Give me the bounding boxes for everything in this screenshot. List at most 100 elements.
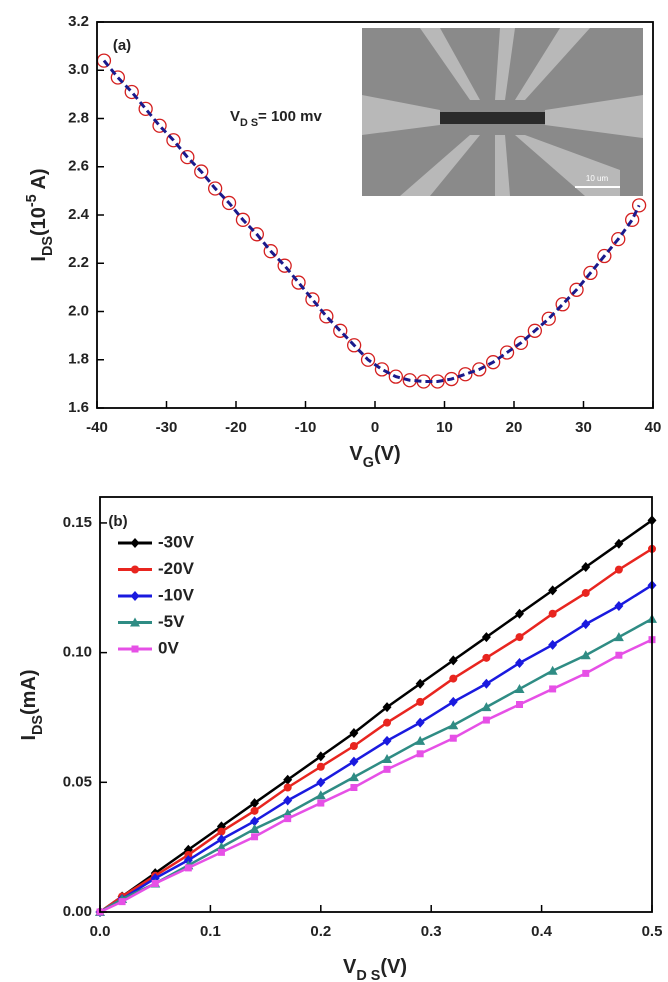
x-tick-label: 30: [575, 419, 592, 436]
x-axis-label-part: (V): [380, 956, 407, 978]
panel-label: (a): [113, 37, 131, 54]
legend-label: -30V: [158, 532, 195, 551]
point: [472, 362, 487, 377]
point: [152, 118, 167, 133]
y-axis-label: IDS(10-5 A): [24, 168, 56, 261]
y-tick-label: 2.4: [68, 206, 90, 223]
point: [581, 619, 591, 630]
point: [582, 669, 590, 677]
y-tick-label: 2.0: [68, 302, 89, 319]
point: [184, 850, 193, 859]
point: [251, 833, 259, 841]
plot-frame: [96, 21, 654, 409]
x-axis-label-part: (V): [374, 443, 401, 465]
point: [449, 674, 458, 683]
point: [184, 864, 192, 872]
point: [180, 149, 195, 165]
legend-label: -20V: [158, 559, 195, 578]
point: [388, 369, 404, 384]
x-tick-label: -30: [156, 419, 178, 436]
point: [581, 588, 590, 597]
point: [415, 717, 425, 728]
y-tick-label: 1.6: [68, 399, 89, 416]
point: [138, 101, 153, 116]
point: [548, 585, 558, 596]
series-line: [99, 519, 653, 914]
x-tick-label: 0.3: [421, 923, 442, 940]
point: [611, 231, 626, 247]
y-tick-label: 0.10: [63, 644, 92, 661]
y-axis-label-part: DS: [30, 715, 46, 735]
point: [316, 762, 325, 771]
point: [249, 227, 265, 242]
y-axis-label-part: -5: [24, 194, 40, 207]
point: [415, 678, 425, 689]
point: [515, 658, 525, 668]
legend-marker: [131, 565, 139, 574]
point: [555, 297, 570, 312]
inset: [362, 28, 643, 196]
annotation-part: D S: [240, 117, 258, 129]
inset-scale-label: 10 um: [586, 174, 609, 183]
legend: -30V -20V -10V -5V 0V: [118, 532, 195, 657]
point: [547, 665, 558, 675]
point: [235, 212, 251, 227]
x-tick-label: 40: [645, 419, 662, 436]
point: [382, 753, 393, 763]
point: [613, 632, 624, 642]
y-axis-label-part: (mA): [18, 669, 40, 715]
point: [549, 685, 557, 693]
legend-label: -10V: [158, 585, 195, 604]
point: [194, 164, 209, 179]
x-axis-label-part: V: [343, 956, 357, 978]
point: [283, 783, 292, 792]
point: [382, 702, 392, 713]
point: [449, 734, 457, 742]
point: [315, 790, 326, 800]
legend-marker: [130, 591, 140, 601]
y-tick-label: 0.00: [63, 903, 92, 920]
point: [485, 355, 501, 370]
point: [583, 265, 598, 281]
point: [580, 650, 591, 660]
y-tick-label: 0.05: [63, 773, 92, 790]
x-axis-label-part: V: [349, 443, 363, 465]
point: [482, 653, 491, 662]
x-tick-label: -40: [86, 419, 108, 436]
point: [360, 352, 376, 367]
y-axis-label-part: DS: [40, 236, 56, 256]
point: [277, 258, 292, 273]
point: [481, 678, 491, 689]
point: [516, 701, 524, 708]
y-axis-label-part: I: [28, 256, 50, 262]
x-axis-label: VD S(V): [343, 956, 407, 982]
point: [263, 244, 278, 259]
point: [317, 799, 325, 807]
point: [615, 651, 623, 659]
channel: [440, 112, 545, 124]
x-tick-label: 0.5: [642, 923, 663, 940]
y-tick-label: 0.15: [63, 514, 92, 531]
point: [291, 275, 306, 290]
series-line: [102, 59, 641, 383]
point: [349, 756, 359, 767]
point: [316, 751, 326, 762]
point: [625, 212, 640, 227]
series-line: [99, 584, 653, 914]
y-tick-label: 2.6: [68, 158, 89, 175]
point: [350, 784, 358, 791]
point: [221, 195, 237, 211]
point: [382, 735, 392, 746]
series-line: [99, 638, 653, 914]
x-tick-label: 20: [506, 419, 523, 436]
electrode: [400, 135, 620, 196]
point: [548, 639, 558, 650]
electrode: [420, 28, 590, 100]
point: [124, 84, 139, 100]
point: [458, 367, 473, 382]
point: [614, 565, 623, 574]
electrode: [362, 95, 643, 138]
point: [217, 848, 225, 856]
